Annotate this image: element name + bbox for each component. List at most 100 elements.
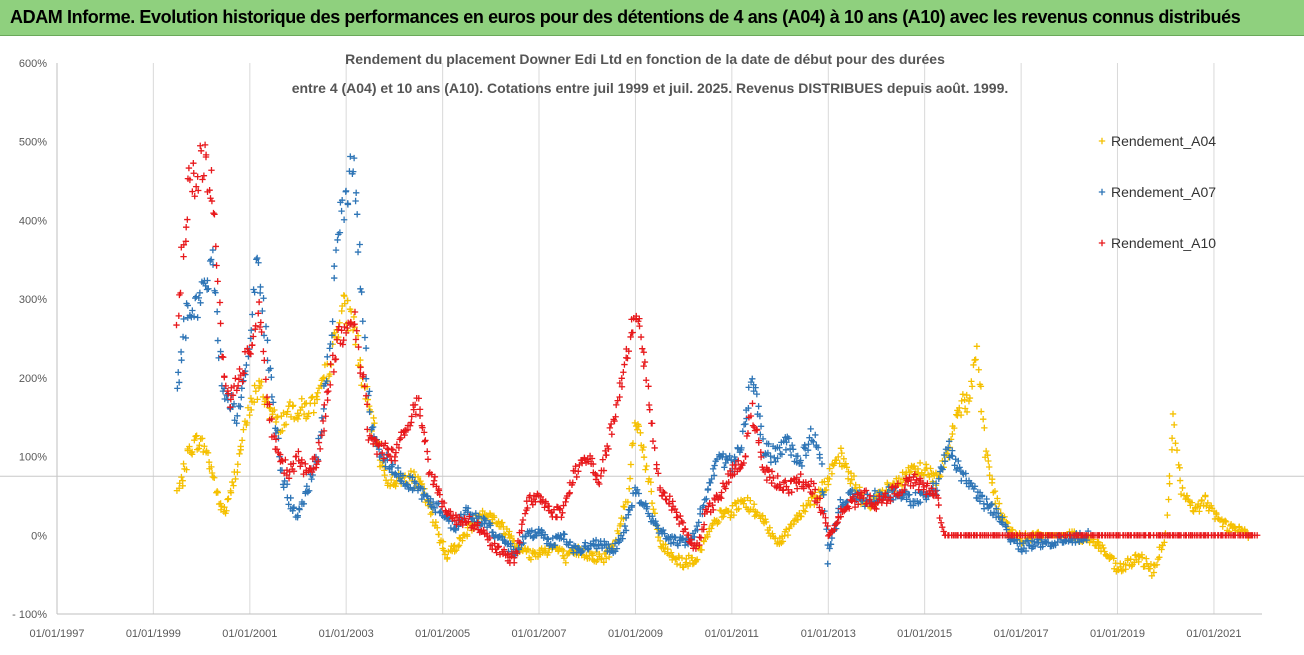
- data-point-Rendement_A10: [461, 515, 468, 522]
- data-point-Rendement_A07: [205, 285, 212, 292]
- data-point-Rendement_A10: [768, 468, 776, 475]
- data-point-Rendement_A10: [923, 491, 930, 498]
- data-point-Rendement_A04: [838, 449, 845, 457]
- data-point-Rendement_A04: [1150, 569, 1158, 576]
- data-point-Rendement_A07: [999, 514, 1006, 521]
- data-point-Rendement_A10: [282, 456, 289, 464]
- data-point-Rendement_A07: [634, 486, 641, 493]
- data-point-Rendement_A10: [263, 393, 271, 401]
- data-point-Rendement_A04: [898, 482, 906, 490]
- data-point-Rendement_A04: [211, 474, 218, 481]
- gridlines: [56, 63, 1215, 614]
- data-point-Rendement_A10: [247, 350, 254, 358]
- data-point-Rendement_A07: [820, 491, 827, 498]
- data-point-Rendement_A04: [434, 524, 441, 531]
- data-point-Rendement_A07: [983, 495, 990, 503]
- data-point-Rendement_A07: [289, 505, 297, 512]
- data-point-Rendement_A04: [949, 430, 956, 438]
- data-point-Rendement_A10: [919, 479, 927, 487]
- data-point-Rendement_A04: [263, 395, 270, 402]
- data-point-Rendement_A07: [251, 289, 258, 296]
- data-point-Rendement_A07: [331, 274, 338, 282]
- data-point-Rendement_A07: [264, 337, 271, 344]
- data-point-Rendement_A10: [818, 507, 826, 514]
- data-point-Rendement_A07: [366, 408, 373, 416]
- data-point-Rendement_A04: [828, 470, 836, 477]
- data-point-Rendement_A04: [911, 462, 918, 470]
- data-point-Rendement_A07: [749, 375, 756, 383]
- series-Rendement_A07: [174, 153, 1092, 568]
- data-point-Rendement_A10: [290, 468, 298, 475]
- data-point-Rendement_A07: [259, 307, 266, 315]
- data-point-Rendement_A07: [464, 505, 472, 512]
- data-point-Rendement_A10: [332, 356, 340, 363]
- data-point-Rendement_A04: [656, 537, 664, 545]
- data-point-Rendement_A10: [744, 430, 752, 437]
- data-point-Rendement_A07: [238, 385, 245, 392]
- data-point-Rendement_A04: [410, 468, 418, 476]
- legend: Rendement_A04 Rendement_A07 Rendement_A10: [1098, 133, 1216, 251]
- data-point-Rendement_A04: [308, 394, 315, 402]
- y-tick-label: - 100%: [12, 609, 47, 621]
- data-point-Rendement_A04: [357, 356, 364, 364]
- data-point-Rendement_A10: [260, 348, 267, 355]
- data-point-Rendement_A07: [828, 534, 836, 542]
- data-point-Rendement_A10: [612, 413, 619, 420]
- data-point-Rendement_A07: [336, 229, 344, 236]
- data-point-Rendement_A04: [209, 473, 217, 481]
- data-point-Rendement_A07: [175, 369, 182, 376]
- data-point-Rendement_A10: [322, 413, 329, 420]
- data-point-Rendement_A10: [722, 485, 729, 492]
- data-point-Rendement_A07: [206, 257, 214, 265]
- data-point-Rendement_A04: [319, 375, 327, 382]
- data-point-Rendement_A07: [303, 483, 311, 490]
- data-point-Rendement_A10: [753, 426, 761, 434]
- data-point-Rendement_A07: [802, 452, 810, 459]
- data-point-Rendement_A04: [305, 410, 312, 417]
- data-point-Rendement_A07: [782, 446, 790, 454]
- data-point-Rendement_A10: [186, 176, 194, 184]
- data-point-Rendement_A04: [672, 556, 679, 563]
- data-point-Rendement_A07: [824, 560, 831, 568]
- data-point-Rendement_A07: [549, 534, 556, 542]
- data-point-Rendement_A07: [329, 318, 336, 325]
- data-point-Rendement_A10: [411, 401, 419, 408]
- data-point-Rendement_A07: [785, 435, 792, 442]
- data-point-Rendement_A10: [416, 412, 424, 420]
- data-point-Rendement_A10: [766, 474, 773, 481]
- data-point-Rendement_A07: [818, 460, 826, 468]
- data-point-Rendement_A04: [298, 395, 305, 402]
- data-point-Rendement_A04: [388, 476, 395, 484]
- data-point-Rendement_A07: [643, 503, 651, 510]
- data-point-Rendement_A10: [825, 532, 832, 540]
- data-point-Rendement_A10: [732, 461, 740, 469]
- data-point-Rendement_A10: [679, 519, 687, 526]
- data-point-Rendement_A07: [255, 259, 262, 266]
- data-point-Rendement_A07: [409, 474, 416, 481]
- data-point-Rendement_A07: [342, 187, 350, 195]
- data-point-Rendement_A04: [205, 459, 213, 466]
- data-point-Rendement_A10: [384, 445, 391, 452]
- data-point-Rendement_A07: [369, 423, 377, 431]
- data-point-Rendement_A04: [405, 472, 412, 479]
- data-point-Rendement_A07: [703, 495, 710, 503]
- data-point-Rendement_A04: [650, 506, 657, 513]
- data-point-Rendement_A10: [849, 493, 857, 501]
- data-point-Rendement_A04: [439, 538, 447, 545]
- data-point-Rendement_A04: [961, 396, 968, 404]
- data-point-Rendement_A07: [1022, 547, 1030, 555]
- data-point-Rendement_A04: [1165, 496, 1172, 503]
- data-point-Rendement_A10: [431, 473, 439, 480]
- report-title: ADAM Informe. Evolution historique des p…: [10, 7, 1241, 27]
- data-point-Rendement_A07: [1052, 541, 1059, 549]
- data-point-Rendement_A04: [192, 433, 199, 440]
- data-point-Rendement_A10: [740, 459, 747, 467]
- data-point-Rendement_A10: [420, 429, 428, 436]
- data-point-Rendement_A10: [344, 324, 351, 332]
- data-point-Rendement_A07: [810, 438, 817, 445]
- data-point-Rendement_A07: [189, 307, 196, 314]
- data-point-Rendement_A10: [364, 426, 371, 433]
- data-point-Rendement_A10: [788, 488, 795, 496]
- data-point-Rendement_A07: [353, 211, 361, 218]
- data-point-Rendement_A10: [645, 401, 653, 409]
